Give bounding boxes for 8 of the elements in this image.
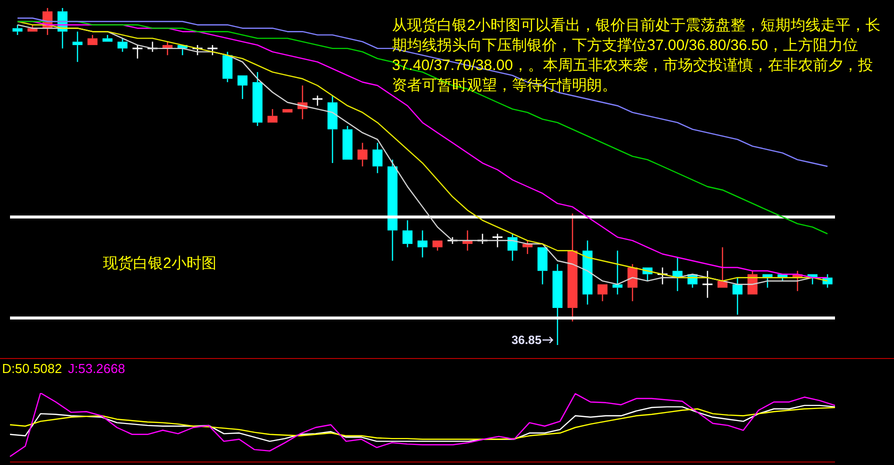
candlestick <box>72 30 82 63</box>
annotation: 36.85 <box>511 333 542 347</box>
candlestick <box>582 240 592 306</box>
text: J:53.2668 <box>68 361 126 376</box>
candlestick <box>418 230 428 258</box>
candlestick <box>568 212 578 322</box>
text: D:50.5082 <box>2 361 62 376</box>
annotation: 现货白银2小时图 <box>103 254 216 273</box>
